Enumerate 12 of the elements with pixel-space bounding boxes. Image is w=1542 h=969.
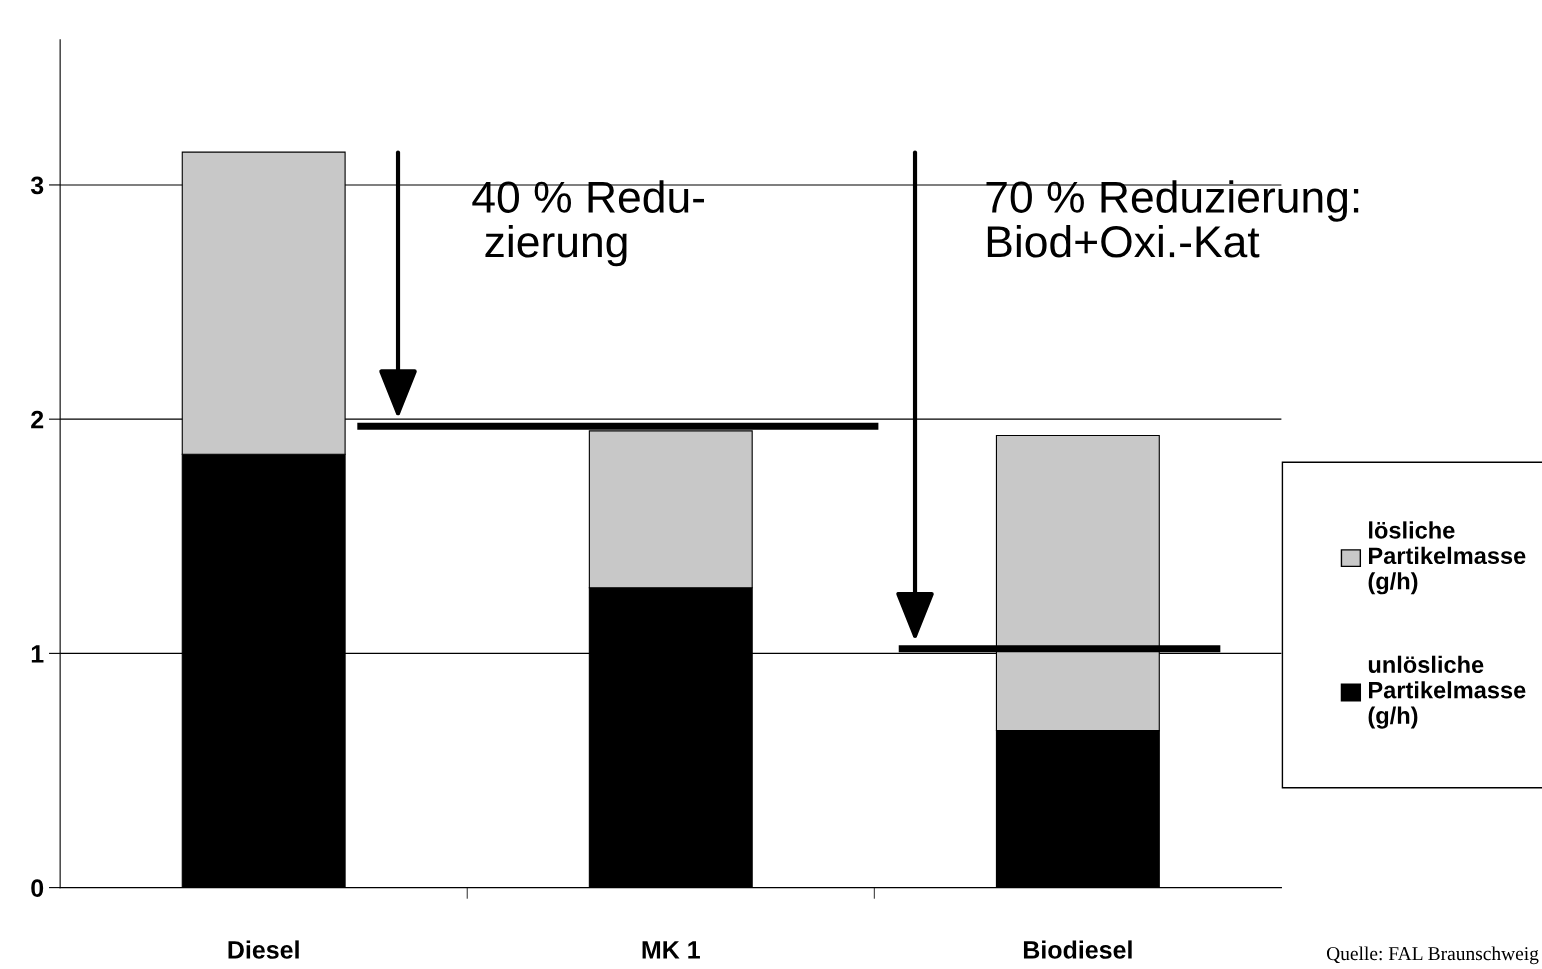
y-tick-label: 0 — [31, 879, 44, 897]
x-tick-label: Biodiesel — [1023, 940, 1132, 959]
y-tick-label: 2 — [31, 410, 44, 429]
legend-label: unlösliche Partikelmasse (g/h) — [1368, 655, 1526, 729]
y-tick-label: 1 — [31, 645, 44, 663]
annotation: 40 % Redu- zierung — [472, 180, 705, 267]
x-tick-label: Diesel — [228, 940, 299, 959]
source-note: Quelle: FAL Braunschweig — [1326, 946, 1539, 965]
y-tick-label: 3 — [30, 176, 44, 195]
legend-label: lösliche Partikelmasse (g/h) — [1368, 521, 1526, 595]
annotation: 70 % Reduzierung: Biod+Oxi.-Kat — [986, 180, 1359, 258]
x-tick-label: MK 1 — [642, 941, 700, 959]
